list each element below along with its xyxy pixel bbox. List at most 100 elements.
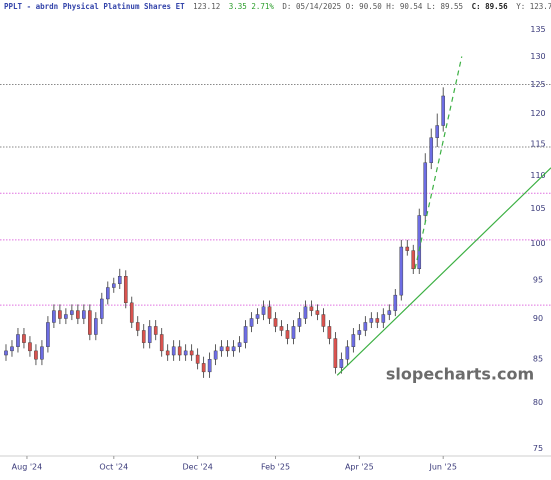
candle-body <box>70 310 74 315</box>
x-tick-label: Aug '24 <box>12 463 43 472</box>
y-tick-label: 135 <box>530 25 545 34</box>
y-tick-label: 115 <box>530 139 545 148</box>
header: PPLT - abrdn Physical Platinum Shares ET… <box>4 2 551 11</box>
y-tick-label: 80 <box>533 398 543 407</box>
y-tick-label: 130 <box>530 52 545 61</box>
candle-body <box>129 302 134 323</box>
y-tick-label: 105 <box>530 204 545 213</box>
y-tick-label: 85 <box>533 355 543 364</box>
candle-body <box>429 137 434 163</box>
candle-body <box>315 310 320 315</box>
candle-body <box>219 346 224 352</box>
candle-body <box>159 334 164 352</box>
candle-body <box>16 334 20 347</box>
candle-body <box>123 276 128 304</box>
candle-body <box>100 298 104 319</box>
candle-body <box>333 338 338 368</box>
candle-body <box>273 318 278 327</box>
candle-body <box>297 318 302 327</box>
x-tick-label: Oct '24 <box>99 463 128 472</box>
candle-body <box>237 342 242 347</box>
candle-body <box>52 310 56 323</box>
last-price: 123.12 <box>193 2 220 11</box>
candle-body <box>261 306 266 315</box>
candle-body <box>363 322 368 331</box>
close-label: C: 89.56 <box>472 2 509 11</box>
candle-body <box>279 326 284 331</box>
candle-body <box>345 346 350 360</box>
candle-body <box>435 125 440 138</box>
candle-body <box>387 310 392 315</box>
candle-body <box>10 346 14 352</box>
candle-body <box>369 318 374 323</box>
candle-body <box>88 310 92 335</box>
candle-body <box>34 350 38 360</box>
candle-body <box>327 326 332 339</box>
y-tick-label: 110 <box>530 171 545 180</box>
candle-body <box>399 246 404 296</box>
candle-body <box>4 350 8 356</box>
y-tick-label: 120 <box>530 109 545 118</box>
candle-body <box>267 306 272 319</box>
candle-body <box>165 350 170 356</box>
trend-line <box>336 167 551 376</box>
candle-body <box>64 314 68 319</box>
candle-body <box>411 250 416 270</box>
y-tick-label: 75 <box>533 444 543 453</box>
watermark: slopecharts.com <box>386 365 534 384</box>
prev-close: Y: 123.72 <box>516 2 551 11</box>
candle-body <box>117 276 122 284</box>
candle-body <box>28 342 32 352</box>
candle-body <box>153 326 158 335</box>
candle-body <box>76 310 80 319</box>
candle-body <box>405 246 410 251</box>
candle-body <box>40 346 44 360</box>
candle-body <box>58 310 62 319</box>
candle-body <box>141 330 146 343</box>
candle-body <box>357 330 362 335</box>
candle-body <box>375 318 380 323</box>
x-tick-label: Jun '25 <box>428 463 456 472</box>
candle-body <box>249 318 254 327</box>
candle-body <box>255 314 260 319</box>
candle-body <box>46 322 50 347</box>
x-tick-label: Apr '25 <box>345 463 374 472</box>
candle-body <box>225 346 230 352</box>
candle-body <box>393 294 398 311</box>
y-tick-label: 90 <box>533 314 543 323</box>
candle-body <box>82 310 86 319</box>
candle-body <box>339 359 344 368</box>
candle-body <box>321 314 326 327</box>
candle-body <box>201 363 206 373</box>
candle-body <box>189 350 194 356</box>
candle-body <box>291 326 296 339</box>
trend-line <box>414 56 463 269</box>
candle-body <box>183 350 188 356</box>
candle-body <box>441 95 445 126</box>
ticker-title: PPLT - abrdn Physical Platinum Shares ET <box>4 2 185 11</box>
y-tick-label: 95 <box>533 275 543 284</box>
candle-body <box>423 162 428 216</box>
x-tick-label: Dec '24 <box>182 463 212 472</box>
candle-body <box>147 326 152 343</box>
candle-body <box>213 350 218 360</box>
candle-body <box>135 322 140 331</box>
candle-body <box>285 330 290 339</box>
candle-body <box>171 346 176 356</box>
candle-body <box>207 359 212 373</box>
candle-body <box>195 354 200 364</box>
change: 3.35 2.71% <box>229 2 275 11</box>
candle-body <box>303 306 308 319</box>
candle-body <box>231 346 236 352</box>
candle-body <box>309 306 314 311</box>
candle-body <box>243 326 248 343</box>
ohlc: D: 05/14/2025 O: 90.50 H: 90.54 L: 89.55 <box>282 2 463 11</box>
x-tick-label: Feb '25 <box>261 463 290 472</box>
candle-body <box>94 318 98 335</box>
candle-body <box>351 334 356 347</box>
candle-body <box>111 283 116 288</box>
y-tick-label: 100 <box>530 239 545 248</box>
candle-body <box>106 287 110 300</box>
candle-body <box>177 346 182 356</box>
